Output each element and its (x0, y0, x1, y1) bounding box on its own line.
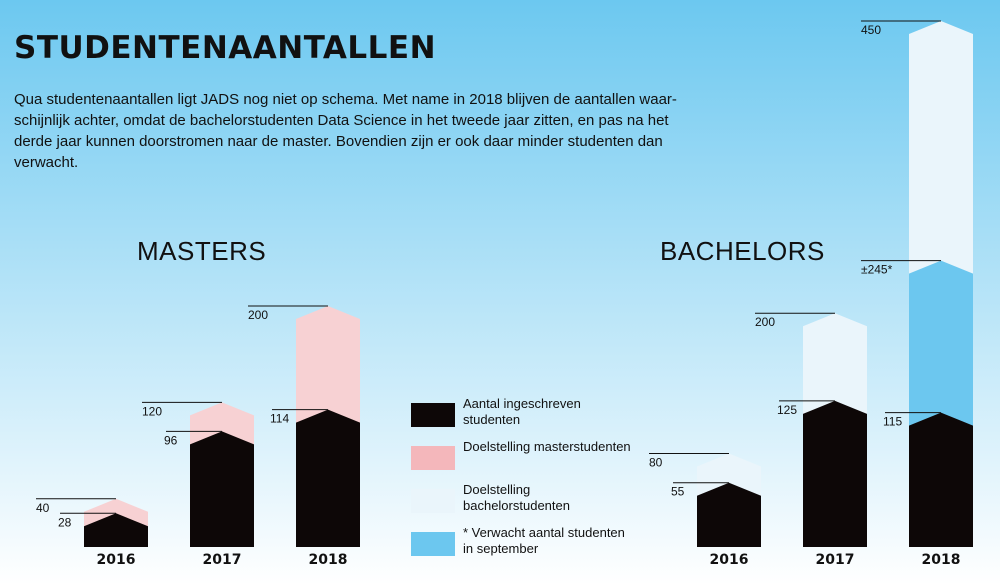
masters-target-label-2017: 120 (142, 404, 162, 418)
bachelors-expected-label-2018: ±245* (861, 263, 893, 277)
legend-label-enrolled: Aantal ingeschreven studenten (463, 396, 581, 427)
legend-label-expected-september: * Verwacht aantal studenten in september (463, 525, 625, 556)
bachelors-enrolled-bar-2018 (909, 412, 973, 547)
page-title: STUDENTENAANTALLEN (14, 30, 437, 66)
masters-category-label-2016: 2016 (97, 552, 136, 568)
intro-text: Qua studentenaantallen ligt JADS nog nie… (14, 91, 677, 171)
bachelors-target-label-2018: 450 (861, 23, 881, 37)
masters-target-label-2016: 40 (36, 501, 50, 515)
legend-item-target-bachelors: Doelstelling bachelorstudenten (411, 482, 631, 522)
masters-enrolled-bar-2017 (190, 431, 254, 547)
legend-item-target-masters: Doelstelling masterstudenten (411, 439, 631, 479)
bachelors-enrolled-bar-2017 (803, 400, 867, 547)
bachelors-category-label-2018: 2018 (922, 552, 961, 568)
masters-target-label-2018: 200 (248, 308, 268, 322)
masters-enrolled-bar-2016 (84, 513, 148, 547)
legend-swatch-expected-september (411, 532, 455, 556)
masters-enrolled-label-2018: 114 (270, 412, 289, 426)
masters-chart-title: MASTERS (137, 236, 267, 266)
legend-swatch-target-bachelors (411, 489, 455, 513)
masters-enrolled-label-2017: 96 (164, 433, 178, 447)
legend-item-enrolled: Aantal ingeschreven studenten (411, 396, 631, 436)
bachelors-enrolled-bar-2016 (697, 482, 761, 547)
legend-swatch-enrolled (411, 403, 455, 427)
legend-label-target-masters: Doelstelling masterstudenten (463, 439, 631, 454)
masters-category-label-2018: 2018 (309, 552, 348, 568)
bachelors-category-label-2017: 2017 (816, 552, 855, 568)
masters-category-label-2017: 2017 (203, 552, 242, 568)
bachelors-target-label-2016: 80 (649, 455, 663, 469)
bachelors-category-label-2016: 2016 (710, 552, 749, 568)
bachelors-enrolled-label-2018: 115 (883, 415, 902, 429)
masters-enrolled-bar-2018 (296, 409, 360, 547)
bachelors-enrolled-label-2016: 55 (671, 485, 685, 499)
legend-swatch-target-masters (411, 446, 455, 470)
bachelors-target-label-2017: 200 (755, 315, 775, 329)
bachelors-enrolled-label-2017: 125 (777, 403, 797, 417)
bachelors-chart-title: BACHELORS (660, 236, 825, 266)
legend-item-expected-september: * Verwacht aantal studenten in september (411, 525, 631, 565)
masters-enrolled-label-2016: 28 (58, 515, 72, 529)
legend-label-target-bachelors: Doelstelling bachelorstudenten (463, 482, 570, 513)
